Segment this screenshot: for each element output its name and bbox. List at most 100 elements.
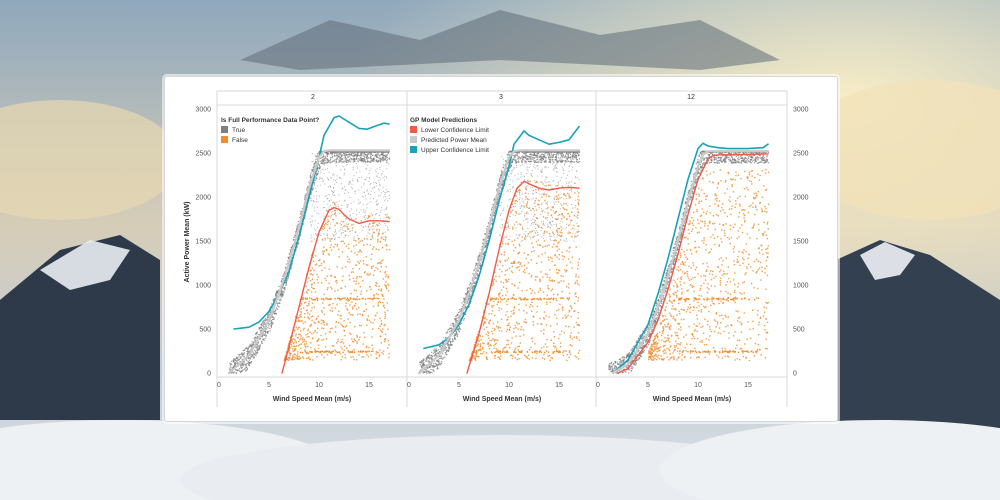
false-point	[337, 340, 339, 342]
true-point	[315, 160, 317, 162]
true-point	[256, 348, 258, 350]
true-point	[475, 262, 477, 264]
true-point	[334, 155, 336, 157]
false-point	[347, 298, 349, 301]
false-point	[385, 216, 388, 218]
true-point	[265, 334, 267, 336]
true-point	[243, 363, 245, 365]
true-point	[359, 154, 361, 156]
true-point	[536, 155, 538, 157]
true-point	[379, 157, 381, 159]
false-point	[331, 345, 334, 347]
true-point	[350, 202, 352, 204]
true-point	[492, 222, 494, 224]
false-point	[284, 355, 287, 358]
false-point	[305, 309, 308, 312]
true-point	[324, 160, 326, 162]
false-point	[289, 352, 291, 354]
false-point	[322, 327, 325, 330]
true-point	[361, 154, 363, 157]
true-point	[313, 163, 315, 165]
false-point	[307, 328, 310, 331]
false-point	[349, 278, 351, 281]
true-point	[263, 319, 265, 321]
false-point	[347, 243, 350, 246]
false-point	[311, 302, 314, 304]
true-point	[354, 192, 356, 194]
true-point	[285, 283, 287, 285]
true-point	[368, 151, 370, 153]
true-point	[371, 228, 373, 230]
true-point	[275, 295, 277, 297]
true-point	[457, 313, 459, 316]
true-point	[480, 259, 483, 261]
true-point	[548, 157, 550, 159]
true-point	[457, 329, 460, 331]
false-point	[382, 238, 385, 241]
true-point	[317, 226, 319, 228]
true-point	[436, 365, 438, 367]
true-point	[558, 152, 560, 154]
true-point	[245, 370, 247, 372]
false-point	[366, 324, 368, 326]
false-point	[335, 350, 337, 353]
true-point	[338, 161, 340, 163]
true-point	[368, 180, 370, 182]
false-point	[346, 256, 349, 258]
true-point	[575, 152, 577, 155]
true-point	[435, 365, 438, 367]
false-point	[294, 349, 296, 351]
false-point	[303, 343, 306, 345]
true-point	[434, 355, 436, 357]
true-point	[432, 355, 434, 358]
true-point	[247, 353, 249, 355]
false-point	[367, 355, 370, 358]
true-point	[313, 168, 315, 170]
false-point	[380, 265, 383, 268]
true-point	[245, 347, 247, 349]
true-point	[502, 180, 504, 182]
true-point	[290, 249, 292, 251]
false-point	[331, 307, 333, 309]
true-point	[245, 358, 247, 360]
true-point	[346, 204, 348, 206]
true-point	[520, 157, 522, 159]
false-point	[350, 351, 352, 354]
true-point	[342, 229, 344, 231]
false-point	[359, 249, 361, 251]
true-point	[375, 171, 377, 173]
true-point	[386, 154, 388, 156]
true-point	[332, 211, 334, 213]
true-point	[444, 356, 446, 358]
false-point	[372, 328, 374, 330]
true-point	[247, 350, 249, 353]
true-point	[558, 151, 560, 153]
true-point	[385, 176, 387, 178]
true-point	[229, 364, 232, 366]
true-point	[233, 359, 235, 362]
false-point	[353, 297, 355, 300]
true-point	[253, 349, 256, 351]
true-point	[379, 161, 382, 163]
true-point	[364, 210, 366, 212]
false-point	[355, 308, 358, 310]
true-point	[421, 367, 423, 369]
false-point	[309, 325, 311, 328]
true-point	[310, 237, 312, 239]
true-point	[286, 279, 288, 281]
true-point	[369, 152, 372, 154]
true-point	[335, 151, 337, 153]
true-point	[238, 359, 240, 361]
true-point	[251, 346, 253, 348]
false-point	[320, 319, 323, 321]
false-point	[358, 275, 361, 278]
true-point	[261, 342, 263, 345]
false-point	[292, 356, 294, 358]
true-point	[268, 323, 271, 325]
true-point	[349, 181, 351, 183]
false-point	[345, 305, 347, 307]
false-point	[373, 294, 375, 296]
true-point	[330, 151, 332, 153]
true-point	[457, 316, 459, 318]
true-point	[510, 164, 512, 167]
